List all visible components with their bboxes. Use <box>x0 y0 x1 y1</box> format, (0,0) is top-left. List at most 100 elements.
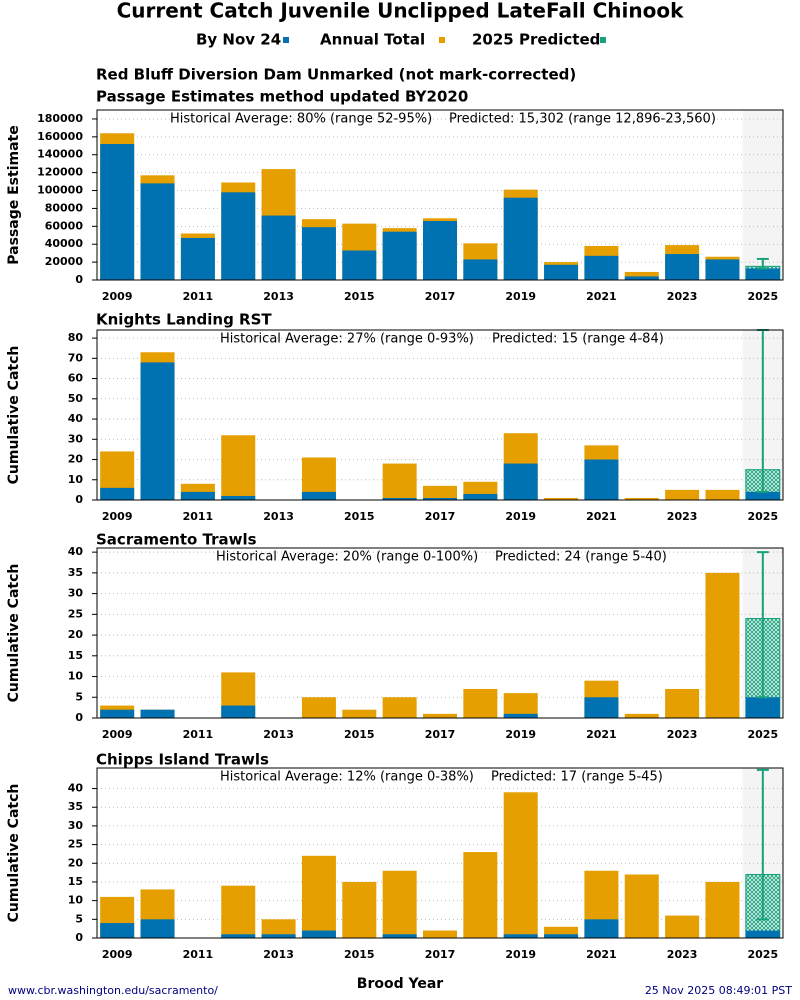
annotation: Predicted: 15 (range 4-84) <box>492 332 664 347</box>
x-tick-label: 2023 <box>667 948 698 961</box>
plot-area <box>97 330 783 500</box>
annotation: Historical Average: 27% (range 0-93%) <box>220 332 474 347</box>
annotation: Historical Average: 20% (range 0-100%) <box>216 550 478 565</box>
y-tick-label: 100000 <box>37 184 83 197</box>
legend-label: By Nov 24 <box>196 31 281 49</box>
legend-swatch <box>600 37 606 43</box>
annotation: Predicted: 24 (range 5-40) <box>495 550 667 565</box>
y-tick-label: 30 <box>68 819 84 832</box>
y-tick-label: 10 <box>68 473 84 486</box>
bar-by-date <box>745 268 780 280</box>
bar-annual-total <box>301 697 336 718</box>
y-tick-label: 25 <box>68 607 83 620</box>
y-tick-label: 0 <box>75 273 83 286</box>
y-tick-label: 140000 <box>37 148 83 161</box>
bar-annual-total <box>382 697 417 718</box>
y-tick-label: 40 <box>68 412 84 425</box>
bar-annual-total <box>665 688 700 718</box>
bar-annual-total <box>503 792 538 938</box>
y-tick-label: 20 <box>68 856 84 869</box>
panel-title: Sacramento Trawls <box>96 531 257 549</box>
panel-subtitle: Passage Estimates method updated BY2020 <box>96 88 468 106</box>
bar-by-date <box>301 227 336 280</box>
y-tick-label: 35 <box>68 566 83 579</box>
y-tick-label: 0 <box>75 931 83 944</box>
bar-by-date <box>423 220 457 280</box>
bar-by-date <box>705 259 740 280</box>
x-tick-label: 2025 <box>748 728 779 741</box>
x-tick-label: 2023 <box>667 290 698 303</box>
y-tick-label: 40000 <box>45 237 84 250</box>
x-tick-label: 2025 <box>748 510 779 523</box>
bar-annual-total <box>705 572 740 718</box>
x-tick-label: 2013 <box>263 510 294 523</box>
bar-by-date <box>140 183 175 280</box>
x-tick-label: 2019 <box>505 728 536 741</box>
y-tick-label: 20 <box>68 453 84 466</box>
legend-swatch <box>439 37 445 43</box>
prediction-shade <box>742 110 783 280</box>
x-tick-label: 2009 <box>102 728 133 741</box>
bar-annual-total <box>544 497 579 500</box>
annotation: Predicted: 17 (range 5-45) <box>491 770 663 785</box>
x-axis-label: Brood Year <box>357 976 444 992</box>
y-tick-label: 40 <box>68 782 84 795</box>
bar-annual-total <box>665 915 700 938</box>
y-tick-label: 5 <box>75 690 83 703</box>
bar-by-date <box>544 264 579 280</box>
bar-by-date <box>584 919 619 938</box>
bar-annual-total <box>705 881 740 938</box>
x-tick-label: 2011 <box>183 290 214 303</box>
bar-by-date <box>221 934 256 938</box>
bar-annual-total <box>463 852 498 938</box>
x-tick-label: 2023 <box>667 510 698 523</box>
x-tick-label: 2023 <box>667 728 698 741</box>
x-tick-label: 2015 <box>344 728 375 741</box>
bar-by-date <box>221 495 256 500</box>
bar-annual-total <box>665 489 700 500</box>
page-title: Current Catch Juvenile Unclipped LateFal… <box>117 0 685 23</box>
bar-annual-total <box>544 926 579 938</box>
bar-by-date <box>503 713 538 718</box>
y-tick-label: 30 <box>68 432 84 445</box>
bar-by-date <box>382 497 417 500</box>
x-tick-label: 2025 <box>748 290 779 303</box>
bar-by-date <box>100 144 135 280</box>
bar-by-date <box>100 923 135 938</box>
x-tick-label: 2021 <box>586 728 617 741</box>
panel-title: Chipps Island Trawls <box>96 751 269 769</box>
bar-annual-total <box>221 435 256 500</box>
bar-by-date <box>503 463 538 500</box>
y-tick-label: 0 <box>75 493 83 506</box>
y-tick-label: 60 <box>68 372 84 385</box>
y-tick-label: 80 <box>68 331 84 344</box>
bar-annual-total <box>301 855 336 938</box>
bar-annual-total <box>624 713 659 718</box>
x-tick-label: 2011 <box>183 510 214 523</box>
bar-annual-total <box>342 709 377 718</box>
bar-by-date <box>665 254 700 280</box>
bar-annual-total <box>382 463 417 500</box>
legend-label: Annual Total <box>320 31 425 49</box>
x-tick-label: 2015 <box>344 510 375 523</box>
bar-by-date <box>503 934 538 938</box>
bar-by-date <box>624 276 659 280</box>
x-tick-label: 2013 <box>263 290 294 303</box>
bar-by-date <box>382 934 417 938</box>
bar-annual-total <box>423 930 457 938</box>
bar-by-date <box>140 362 175 500</box>
y-tick-label: 25 <box>68 838 83 851</box>
panel-title: Knights Landing RST <box>96 311 272 329</box>
panel-title: Red Bluff Diversion Dam Unmarked (not ma… <box>96 66 576 84</box>
bar-by-date <box>423 497 457 500</box>
bar-by-date <box>463 259 498 280</box>
x-tick-label: 2017 <box>425 728 456 741</box>
y-tick-label: 30 <box>68 587 84 600</box>
y-tick-label: 120000 <box>37 166 83 179</box>
bar-by-date <box>544 934 579 938</box>
plot-frame <box>96 547 784 719</box>
bar-by-date <box>745 930 780 938</box>
bar-by-date <box>261 934 296 938</box>
plot-frame <box>96 767 784 939</box>
